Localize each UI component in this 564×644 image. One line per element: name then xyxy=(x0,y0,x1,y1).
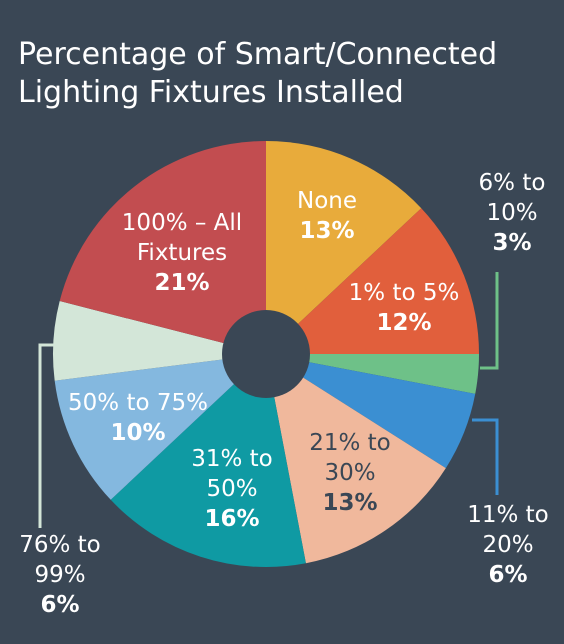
chart-title: Percentage of Smart/Connected Lighting F… xyxy=(18,36,558,112)
slice-label-1: 1% to 5% 12% xyxy=(349,280,460,336)
slice-percent: 6% xyxy=(488,562,527,588)
pie-slice-8 xyxy=(59,141,266,354)
slice-label-line: None xyxy=(297,188,357,214)
slice-label-line: 21% to xyxy=(309,430,391,456)
slice-label-8: 100% – All Fixtures 21% xyxy=(122,210,242,296)
chart-title-line-1: Percentage of Smart/Connected xyxy=(18,37,498,72)
leader-line-2 xyxy=(480,272,499,370)
slice-percent: 12% xyxy=(376,310,431,336)
chart-title-line-2: Lighting Fixtures Installed xyxy=(18,75,404,110)
slice-percent: 13% xyxy=(299,218,354,244)
slice-label-line: 31% to xyxy=(191,446,273,472)
slice-percent: 10% xyxy=(110,420,165,446)
slice-label-line: 11% to xyxy=(467,502,549,528)
slice-label-line: 1% to 5% xyxy=(349,280,460,306)
slice-label-7: 76% to 99% 6% xyxy=(19,532,101,618)
slice-label-line: 30% xyxy=(324,460,375,486)
slice-label-4: 21% to 30% 13% xyxy=(309,430,391,516)
slice-percent: 21% xyxy=(154,270,209,296)
slice-label-line: 76% to xyxy=(19,532,101,558)
pie-slice-1 xyxy=(266,208,479,354)
slice-label-line: Fixtures xyxy=(137,240,227,266)
slice-label-0: None 13% xyxy=(297,188,357,244)
slice-percent: 13% xyxy=(322,490,377,516)
pie-slice-6 xyxy=(54,354,267,500)
slice-label-2: 6% to 10% 3% xyxy=(479,170,546,256)
slice-percent: 16% xyxy=(204,506,259,532)
slice-label-5: 31% to 50% 16% xyxy=(191,446,273,532)
slice-label-3: 11% to 20% 6% xyxy=(467,502,549,588)
slice-percent: 6% xyxy=(40,592,79,618)
pie-slice-3 xyxy=(266,354,476,469)
pie-slice-2 xyxy=(266,354,479,394)
leader-line-7 xyxy=(38,343,57,528)
pie-slice-4 xyxy=(266,354,446,564)
pie-center-hole xyxy=(222,310,310,398)
leader-line-3 xyxy=(472,418,499,495)
slice-label-line: 100% – All xyxy=(122,210,242,236)
pie-slice-5 xyxy=(110,354,306,567)
slice-label-6: 50% to 75% 10% xyxy=(68,390,208,446)
slice-label-line: 6% to xyxy=(479,170,546,196)
slice-label-line: 10% xyxy=(486,200,537,226)
slice-label-line: 99% xyxy=(34,562,85,588)
slice-label-line: 20% xyxy=(482,532,533,558)
slice-percent: 3% xyxy=(492,230,531,256)
slice-label-line: 50% xyxy=(206,476,257,502)
pie-slice-7 xyxy=(53,301,266,381)
slice-label-line: 50% to 75% xyxy=(68,390,208,416)
pie-slice-0 xyxy=(266,141,422,354)
